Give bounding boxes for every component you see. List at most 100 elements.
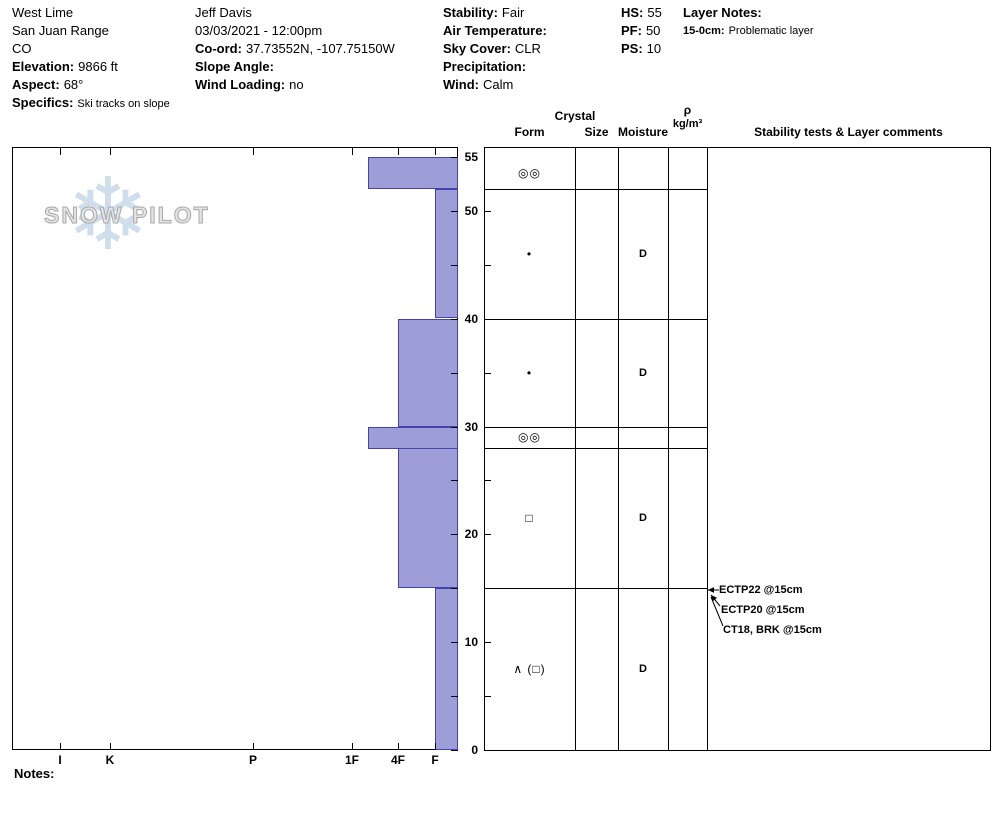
field-value: no	[289, 77, 304, 92]
field-label: Slope Angle:	[195, 59, 274, 74]
hardness-bar	[398, 448, 458, 588]
hardness-tick-top	[253, 148, 254, 155]
field-label: Wind:	[443, 77, 479, 92]
stability-test-label: ECTP20 @15cm	[721, 604, 805, 616]
form-depth-tick	[485, 211, 491, 212]
depth-axis-tick	[451, 157, 458, 158]
melt-freeze-clusters-symbol: ◎◎	[518, 430, 541, 444]
depth-axis-tick	[451, 319, 458, 320]
table-bottom-border	[484, 750, 991, 751]
rounded-grains-symbol: •	[526, 247, 533, 261]
hardness-bar	[368, 427, 458, 449]
hardness-tick-bottom	[435, 743, 436, 750]
field-value: CO	[12, 41, 32, 56]
comments-column-header: Stability tests & Layer comments	[754, 125, 943, 139]
moisture-column-header: Moisture	[618, 125, 669, 139]
field-value: 03/03/2021 - 12:00pm	[195, 23, 323, 38]
depth-axis-label: 0	[471, 743, 478, 757]
depth-axis-tick	[451, 588, 458, 589]
hardness-axis-label: 1F	[344, 753, 359, 767]
field-value: San Juan Range	[12, 23, 109, 38]
depth-axis-tick	[451, 696, 458, 697]
depth-axis-label: 20	[464, 527, 478, 541]
depth-hoar-with-facets-symbol: ∧ (□)	[513, 662, 546, 676]
field-label: Aspect:	[12, 77, 60, 92]
moisture-value: D	[639, 367, 647, 379]
form-depth-tick	[485, 696, 491, 697]
field-label: Elevation:	[12, 59, 75, 74]
wind-loading-row: Wind Loading: no	[195, 76, 395, 94]
moisture-value: D	[639, 663, 647, 675]
elevation-row: Elevation: 9866 ft	[12, 58, 170, 76]
sky-cover-row: Sky Cover: CLR	[443, 40, 551, 58]
header-location-column: West Lime San Juan Range CO Elevation: 98…	[12, 4, 170, 112]
rounded-grains-symbol: •	[526, 366, 533, 380]
precipitation-row: Precipitation:	[443, 58, 551, 76]
hardness-axis-label: 4F	[390, 753, 405, 767]
field-label: Air Temperature:	[443, 23, 547, 38]
facets-symbol: □	[525, 511, 534, 525]
field-value: Jeff Davis	[195, 5, 252, 20]
layer-boundary-line	[484, 319, 707, 320]
slope-angle-row: Slope Angle:	[195, 58, 395, 76]
depth-axis-label: 30	[464, 420, 478, 434]
field-label: PS:	[621, 41, 643, 56]
snowflake-logo-icon: ❄	[66, 159, 150, 271]
field-value: Calm	[482, 77, 514, 92]
hardness-tick-bottom	[398, 743, 399, 750]
hardness-tick-bottom	[60, 743, 61, 750]
hardness-tick-top	[435, 148, 436, 155]
form-depth-tick	[485, 642, 491, 643]
melt-freeze-clusters-symbol: ◎◎	[518, 166, 541, 180]
hardness-bar	[435, 189, 458, 318]
hardness-axis-label: F	[431, 753, 439, 767]
layer-notes-title: Layer Notes:	[683, 4, 814, 22]
depth-axis-tick	[451, 750, 458, 751]
field-label: Layer Notes:	[683, 5, 762, 20]
layer-note-row: 15-0cm: Problematic layer	[683, 22, 814, 40]
hardness-axis-label: P	[248, 753, 257, 767]
depth-axis-label: 50	[464, 204, 478, 218]
test-pointer-lines	[708, 587, 724, 627]
field-value: 68°	[63, 77, 84, 92]
field-value: Fair	[501, 5, 525, 20]
density-unit-header: kg/m³	[672, 118, 703, 130]
depth-axis-label: 10	[464, 635, 478, 649]
aspect-row: Aspect: 68°	[12, 76, 170, 94]
table-column-line-right	[990, 147, 991, 750]
field-value: 50	[645, 23, 661, 38]
layer-boundary-line	[484, 427, 707, 428]
range-name: San Juan Range	[12, 22, 170, 40]
field-value: 37.73552N, -107.75150W	[245, 41, 395, 56]
stability-test-label: ECTP22 @15cm	[719, 584, 803, 596]
header-observer-column: Jeff Davis 03/03/2021 - 12:00pm Co-ord: 3…	[195, 4, 395, 94]
field-label: Co-ord:	[195, 41, 242, 56]
field-label: PF:	[621, 23, 642, 38]
layer-boundary-line	[484, 189, 707, 190]
depth-axis-tick	[451, 427, 458, 428]
field-value: 55	[647, 5, 662, 20]
field-value: West Lime	[12, 5, 74, 20]
hardness-tick-top	[398, 148, 399, 155]
state-name: CO	[12, 40, 170, 58]
wind-row: Wind: Calm	[443, 76, 551, 94]
hardness-bar	[398, 319, 458, 427]
depth-axis-tick	[451, 211, 458, 212]
hardness-bar	[435, 588, 458, 750]
form-depth-tick	[485, 265, 491, 266]
layer-boundary-line	[484, 448, 707, 449]
moisture-value: D	[639, 248, 647, 260]
depth-axis-tick	[451, 373, 458, 374]
pf-row: PF: 50	[621, 22, 662, 40]
crystal-column-header: Crystal	[554, 109, 596, 123]
snowpilot-logo-text: SNOW PILOT	[44, 202, 210, 229]
layer-boundary-line	[484, 588, 707, 589]
hardness-tick-bottom	[253, 743, 254, 750]
hardness-tick-bottom	[110, 743, 111, 750]
header-snowpack-column: HS: 55 PF: 50 PS: 10	[621, 4, 662, 58]
field-label: HS:	[621, 5, 644, 20]
field-label: Wind Loading:	[195, 77, 286, 92]
density-column-header: ρ	[683, 103, 692, 117]
form-depth-tick	[485, 480, 491, 481]
